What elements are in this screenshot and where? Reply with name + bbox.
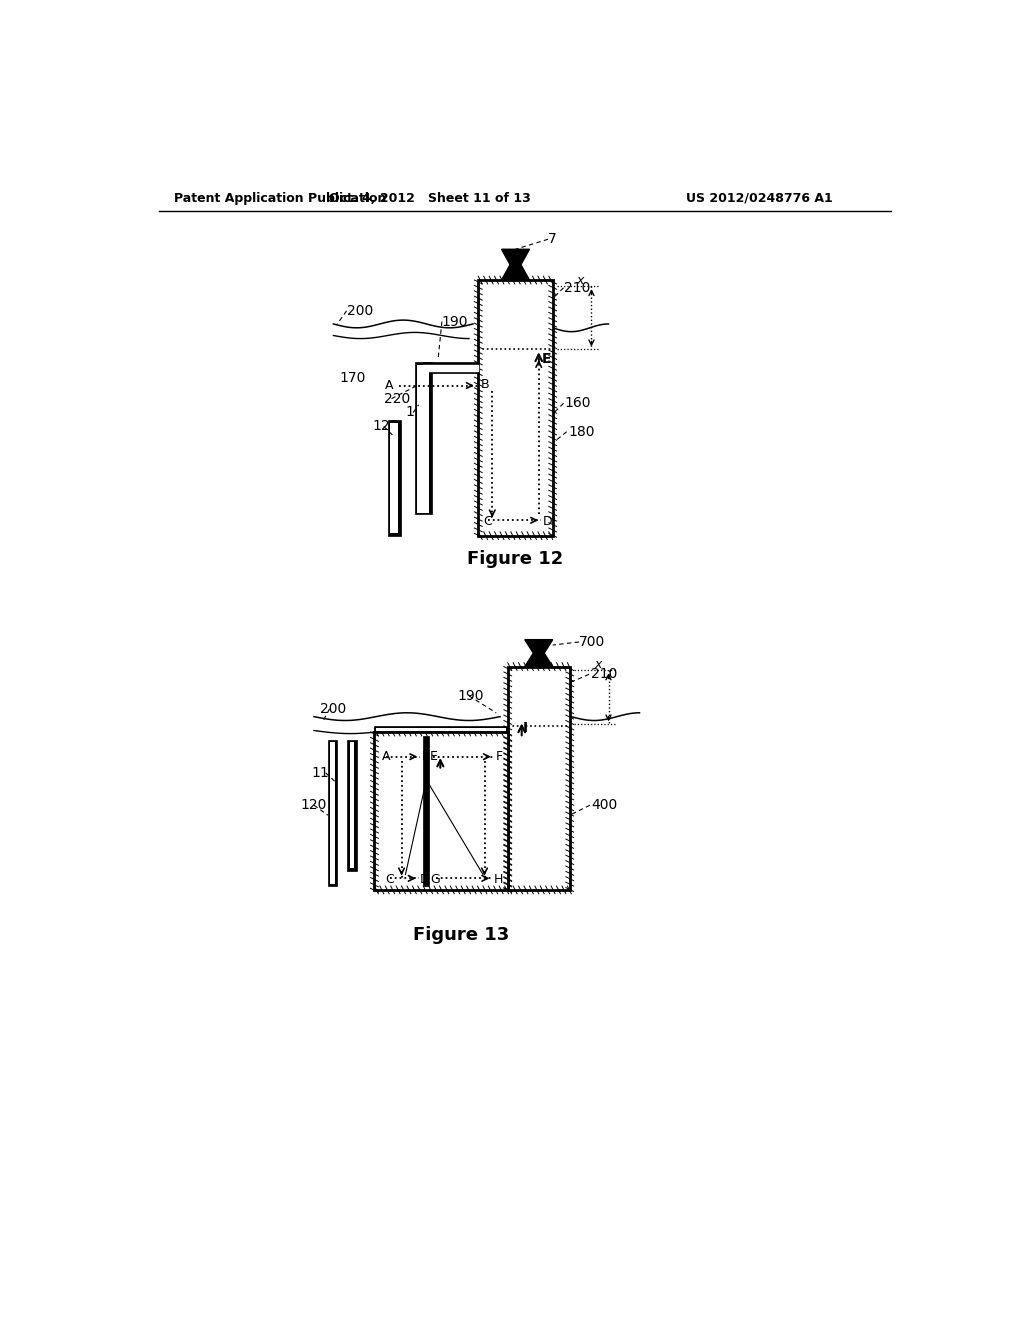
Text: 120: 120 <box>300 799 327 812</box>
Text: 110: 110 <box>406 405 432 420</box>
Text: E: E <box>429 750 437 763</box>
Text: x: x <box>575 273 584 286</box>
Text: Figure 13: Figure 13 <box>413 925 509 944</box>
Text: C: C <box>483 515 492 528</box>
Text: Figure 12: Figure 12 <box>467 550 563 568</box>
Text: D: D <box>420 873 430 886</box>
Text: 210: 210 <box>563 281 590 294</box>
Polygon shape <box>415 363 432 515</box>
Polygon shape <box>524 640 553 653</box>
Polygon shape <box>524 653 553 667</box>
Polygon shape <box>375 733 508 890</box>
Text: B: B <box>422 750 430 763</box>
Text: 180: 180 <box>568 425 595 438</box>
Polygon shape <box>331 742 335 884</box>
Text: 210: 210 <box>591 668 617 681</box>
Text: 7: 7 <box>548 232 557 247</box>
Polygon shape <box>390 422 398 533</box>
Text: 190: 190 <box>458 689 484 702</box>
Text: A: A <box>382 750 391 763</box>
Text: 160: 160 <box>564 396 591 411</box>
Polygon shape <box>502 264 529 280</box>
Text: 700: 700 <box>579 635 605 649</box>
Polygon shape <box>347 739 356 871</box>
Text: US 2012/0248776 A1: US 2012/0248776 A1 <box>686 191 833 205</box>
Polygon shape <box>349 742 354 869</box>
Text: G: G <box>430 873 440 886</box>
Text: 120: 120 <box>373 420 399 433</box>
Text: F: F <box>496 750 503 763</box>
Text: Patent Application Publication: Patent Application Publication <box>174 191 387 205</box>
Text: E: E <box>542 351 551 366</box>
Text: Oct. 4, 2012   Sheet 11 of 13: Oct. 4, 2012 Sheet 11 of 13 <box>330 191 531 205</box>
Text: C: C <box>385 873 394 886</box>
Text: 400: 400 <box>592 799 617 812</box>
Polygon shape <box>502 249 529 264</box>
Polygon shape <box>478 280 553 536</box>
Text: I: I <box>523 721 528 735</box>
Text: B: B <box>480 378 489 391</box>
Polygon shape <box>376 729 506 730</box>
Polygon shape <box>417 364 429 512</box>
Polygon shape <box>508 667 569 890</box>
Polygon shape <box>423 363 478 374</box>
Text: H: H <box>494 873 503 886</box>
Text: 200: 200 <box>321 702 346 715</box>
Text: A: A <box>385 379 393 392</box>
Text: 110: 110 <box>311 766 338 780</box>
Text: 220: 220 <box>384 392 410 405</box>
Text: 170: 170 <box>340 371 366 385</box>
Polygon shape <box>423 364 478 371</box>
Text: 200: 200 <box>346 304 373 318</box>
Text: 190: 190 <box>442 314 468 329</box>
Polygon shape <box>423 737 429 886</box>
Polygon shape <box>375 726 508 733</box>
Text: x: x <box>595 657 602 671</box>
Text: D: D <box>543 515 552 528</box>
Polygon shape <box>328 739 337 886</box>
Polygon shape <box>388 420 400 536</box>
